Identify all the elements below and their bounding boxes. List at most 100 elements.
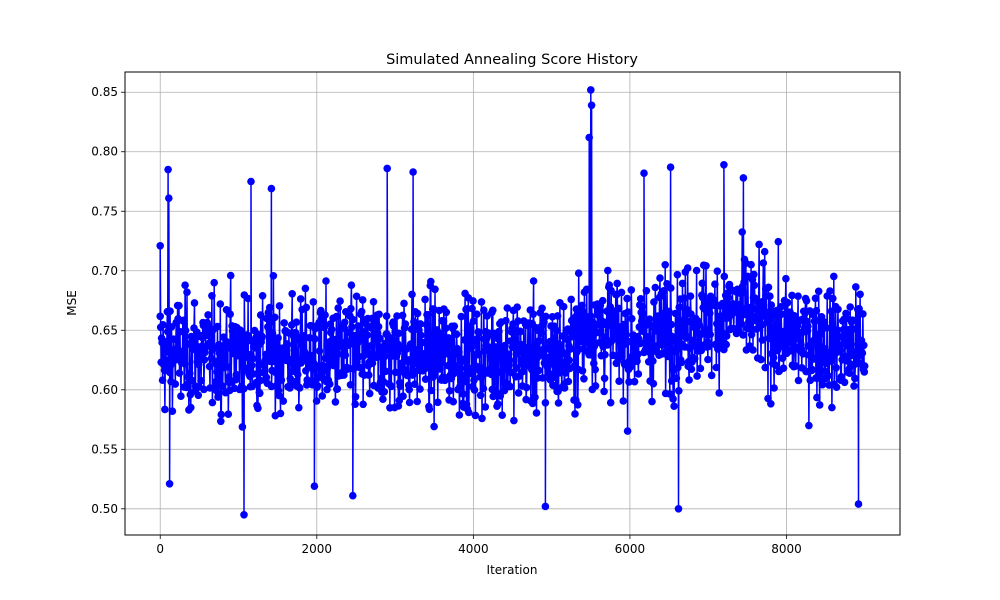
x-tick-label: 4000	[458, 542, 489, 556]
data-point	[433, 346, 442, 354]
data-point	[400, 299, 408, 308]
data-point	[574, 269, 583, 278]
data-point	[323, 364, 332, 373]
data-point	[166, 307, 174, 316]
data-point	[669, 395, 677, 403]
data-point	[683, 264, 692, 272]
data-point	[322, 277, 330, 285]
data-point	[200, 385, 208, 394]
data-point	[737, 320, 746, 328]
data-point	[659, 287, 668, 295]
y-axis-label: MSE	[65, 290, 79, 316]
data-point	[471, 411, 480, 420]
data-point	[494, 368, 503, 376]
data-point	[502, 316, 510, 325]
data-point	[574, 401, 582, 409]
data-point	[656, 274, 664, 282]
data-point	[715, 389, 723, 397]
data-point	[686, 292, 695, 301]
data-point	[270, 356, 278, 365]
data-point	[577, 322, 586, 331]
data-point	[405, 398, 414, 407]
data-point	[739, 174, 748, 182]
data-point	[333, 385, 342, 393]
data-point	[633, 357, 641, 366]
data-point	[208, 292, 216, 300]
data-point	[181, 281, 189, 290]
x-tick-label: 6000	[615, 542, 646, 556]
data-point	[746, 323, 755, 332]
data-point	[537, 329, 546, 338]
data-point	[430, 371, 439, 379]
data-point	[467, 369, 476, 378]
data-point	[510, 337, 519, 346]
data-point	[707, 371, 716, 380]
data-point	[357, 307, 366, 316]
data-point	[318, 392, 327, 400]
data-point	[346, 381, 355, 389]
data-point	[807, 342, 815, 351]
data-point	[226, 310, 234, 319]
data-point	[275, 302, 284, 310]
data-point	[358, 296, 367, 304]
data-point	[601, 350, 609, 359]
data-point	[493, 334, 502, 343]
data-point	[473, 335, 482, 343]
data-point	[649, 379, 658, 388]
data-point	[435, 365, 444, 373]
data-point	[675, 387, 683, 395]
data-point	[764, 283, 773, 292]
data-point	[698, 279, 707, 288]
y-axis-ticks: 0.50 0.55 0.60 0.65 0.70 0.75 0.80 0.85	[91, 85, 125, 516]
data-point	[489, 306, 497, 315]
data-point	[407, 325, 416, 334]
data-point	[712, 363, 721, 372]
data-point	[645, 315, 654, 324]
data-point	[332, 312, 341, 321]
data-point	[477, 298, 486, 306]
data-point	[363, 331, 372, 339]
data-point	[343, 328, 352, 337]
data-point	[673, 270, 682, 279]
data-point	[514, 317, 522, 325]
data-point	[194, 360, 203, 369]
data-point	[381, 367, 390, 376]
data-point	[757, 355, 765, 364]
data-point	[769, 353, 778, 362]
x-tick-label: 8000	[771, 542, 802, 556]
y-tick-label: 0.85	[91, 85, 118, 99]
data-point	[750, 270, 758, 279]
data-point	[396, 382, 405, 391]
data-point	[267, 382, 276, 391]
data-point	[833, 326, 842, 334]
data-point	[776, 303, 785, 311]
data-point	[476, 391, 485, 400]
data-point	[622, 330, 630, 339]
data-point	[653, 322, 662, 331]
data-point	[424, 311, 433, 319]
data-point	[204, 311, 212, 319]
data-point	[416, 385, 424, 393]
data-point	[614, 304, 623, 313]
data-point	[639, 327, 648, 336]
data-point	[320, 321, 329, 329]
data-point	[200, 356, 209, 364]
data-point	[573, 310, 582, 319]
series-mse	[156, 86, 869, 519]
data-point	[212, 360, 221, 369]
data-point	[768, 328, 776, 337]
data-point	[658, 341, 667, 349]
data-point	[295, 403, 303, 412]
data-point	[642, 287, 651, 295]
data-point	[357, 335, 366, 344]
data-point	[478, 364, 487, 372]
data-point	[568, 332, 576, 341]
data-point	[156, 242, 164, 250]
data-point	[274, 334, 282, 342]
data-point	[832, 383, 841, 392]
data-point	[551, 334, 559, 342]
data-point	[308, 351, 316, 360]
data-point	[678, 279, 687, 288]
data-point	[210, 278, 218, 287]
